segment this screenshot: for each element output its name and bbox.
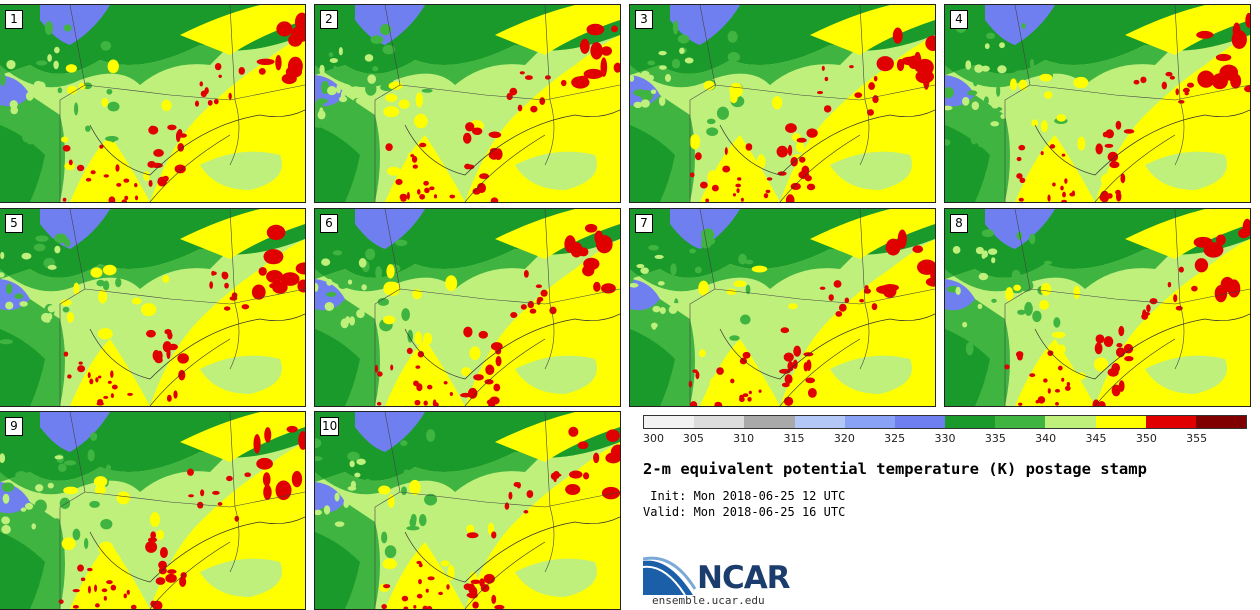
colorbar-tick-label: 320 [833, 432, 855, 445]
theta-e-field [945, 209, 1250, 406]
colorbar-swatch [744, 416, 795, 428]
colorbar-swatch [644, 416, 695, 428]
theta-e-field [0, 209, 305, 406]
map-panel: 1 [0, 4, 306, 203]
member-number: 3 [635, 10, 653, 29]
member-number: 1 [5, 10, 23, 29]
member-number: 4 [950, 10, 968, 29]
colorbar-swatch [995, 416, 1046, 428]
member-number: 10 [320, 417, 340, 436]
valid-time: Valid: Mon 2018-06-25 16 UTC [643, 505, 846, 519]
map-panel: 6 [314, 208, 621, 407]
theta-e-field [315, 209, 620, 406]
ncar-logo-icon [643, 556, 697, 595]
theta-e-field [630, 5, 935, 202]
colorbar-swatch [794, 416, 845, 428]
theta-e-field [315, 412, 620, 609]
colorbar-swatch [1195, 416, 1247, 428]
theta-e-field [315, 5, 620, 202]
colorbar-tick-label: 325 [884, 432, 906, 445]
colorbar-tick-label: 355 [1186, 432, 1208, 445]
map-panel: 9 [0, 411, 306, 610]
colorbar-tick-label: 315 [783, 432, 805, 445]
colorbar [643, 415, 1247, 429]
colorbar-ticks: 300 305 310 315 320 325 330 335 340 345 350 355 [643, 432, 1247, 446]
colorbar-tick-label: 310 [733, 432, 755, 445]
theta-e-field [945, 5, 1250, 202]
member-number: 2 [320, 10, 338, 29]
colorbar-swatch [1145, 416, 1196, 428]
colorbar-swatch [1045, 416, 1096, 428]
map-panel: 8 [944, 208, 1251, 407]
theta-e-field [630, 209, 935, 406]
colorbar-swatch [694, 416, 745, 428]
map-panel: 4 [944, 4, 1251, 203]
init-time: Init: Mon 2018-06-25 12 UTC [643, 489, 846, 503]
colorbar-swatch [844, 416, 895, 428]
member-number: 5 [5, 214, 23, 233]
colorbar-tick-label: 330 [934, 432, 956, 445]
colorbar-tick-label: 350 [1135, 432, 1157, 445]
logo-wordmark: NCAR [697, 560, 791, 596]
theta-e-field [0, 412, 305, 609]
colorbar-tick-label: 340 [1035, 432, 1057, 445]
colorbar-tick-label: 300 [643, 432, 664, 445]
colorbar-swatch [1095, 416, 1146, 428]
colorbar-tick-label: 305 [682, 432, 704, 445]
map-panel: 7 [629, 208, 936, 407]
figure-title: 2-m equivalent potential temperature (K)… [643, 460, 1147, 478]
colorbar-tick-label: 335 [984, 432, 1006, 445]
member-number: 8 [950, 214, 968, 233]
map-panel: 10 [314, 411, 621, 610]
logo-url: ensemble.ucar.edu [652, 594, 765, 607]
member-number: 9 [5, 417, 23, 436]
member-number: 6 [320, 214, 338, 233]
colorbar-swatch [945, 416, 996, 428]
map-panel: 2 [314, 4, 621, 203]
colorbar-swatch [894, 416, 946, 428]
member-number: 7 [635, 214, 653, 233]
theta-e-field [0, 5, 305, 202]
colorbar-tick-label: 345 [1085, 432, 1107, 445]
map-panel: 5 [0, 208, 306, 407]
map-panel: 3 [629, 4, 936, 203]
